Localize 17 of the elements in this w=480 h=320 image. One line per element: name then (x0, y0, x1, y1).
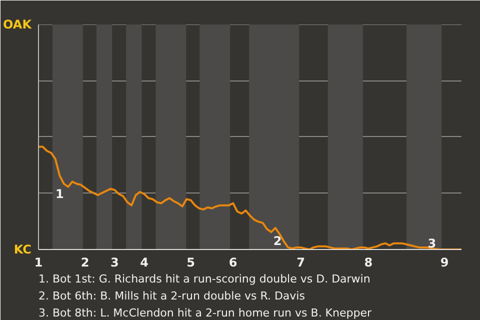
x-tick-label: 6 (228, 256, 238, 270)
x-tick-label: 7 (296, 256, 305, 270)
text: 3. Bot 8th: L. McClendon hit a 2-run home run vs B. Knepper (38, 306, 372, 320)
x-tick-label: 3 (110, 256, 119, 270)
text: 1. Bot 1st: G. Richards hit a run-scoring double vs D. Darwin (38, 272, 370, 286)
x-tick-label: 8 (364, 256, 373, 270)
x-tick-label: 1 (34, 256, 43, 270)
annotation: 1 (56, 186, 64, 201)
text: 2. Bot 6th: B. Mills hit a 2-run double vs R. Davis (38, 290, 306, 302)
text: OAK (3, 18, 32, 32)
annotation: 2 (273, 234, 282, 248)
text: KC (14, 242, 32, 256)
x-tick-label: 5 (186, 256, 195, 270)
x-tick-label: 4 (140, 256, 148, 270)
x-tick-label: 2 (80, 256, 90, 270)
x-tick-label: 9 (440, 256, 449, 270)
annotation: 3 (428, 236, 436, 250)
